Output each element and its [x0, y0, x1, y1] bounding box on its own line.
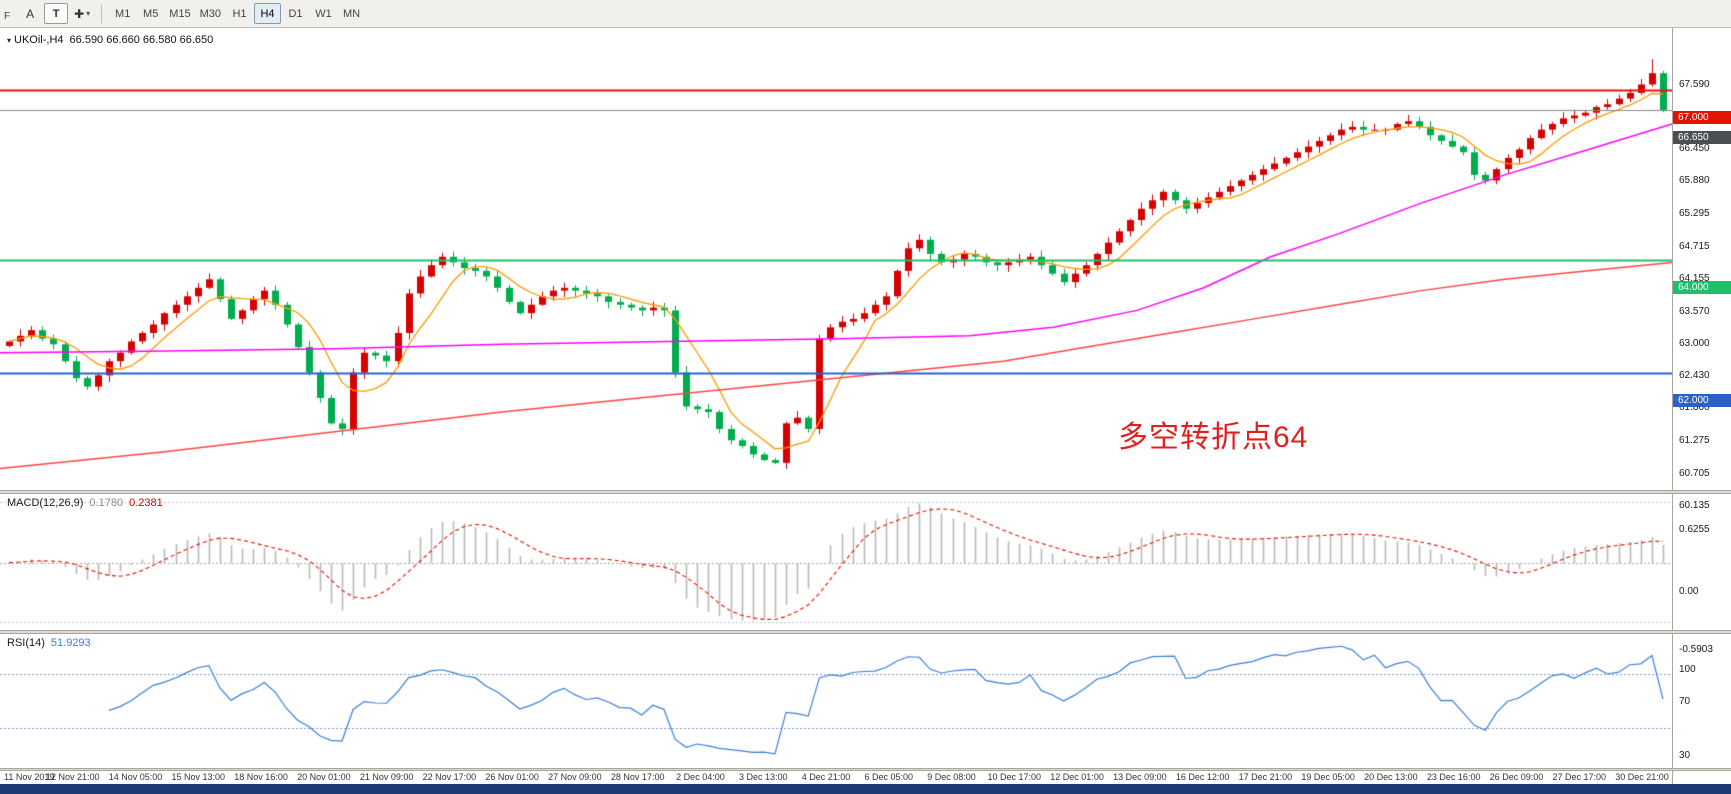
chart-title: ▾ UKOil-,H4 66.590 66.660 66.580 66.650 [7, 34, 213, 46]
timeframe-d1-button[interactable]: D1 [282, 3, 309, 24]
time-axis-label: 20 Nov 01:00 [297, 772, 351, 782]
rsi-value: 51.9293 [50, 637, 91, 649]
timeframe-group: M1 M5 M15 M30 H1 H4 D1 W1 MN [109, 3, 365, 24]
main-chart-canvas[interactable] [0, 28, 1672, 490]
collapse-icon: ▾ [7, 36, 12, 45]
time-axis-label: 16 Dec 12:00 [1175, 772, 1230, 782]
timeframe-w1-button[interactable]: W1 [310, 3, 337, 24]
toolbar: F A T ✚ ▾ M1 M5 M15 M30 H1 H4 D1 W1 MN [0, 0, 1731, 28]
rsi-canvas[interactable] [0, 634, 1672, 768]
macd-label-row: MACD(12,26,9) 0.1780 0.2381 [7, 497, 169, 509]
dock-label: F [4, 11, 11, 22]
chart-annotation-text[interactable]: 多空转折点64 [1118, 421, 1309, 454]
timeframe-h4-button[interactable]: H4 [254, 3, 281, 24]
price-scale[interactable]: 67.590 66.450 65.880 65.295 64.715 64.155 63.5… [1672, 28, 1731, 794]
time-axis-label: 26 Dec 09:00 [1489, 772, 1544, 782]
price-axis-label: 61.860 [1679, 402, 1710, 413]
time-axis-label: 12 Nov 21:00 [45, 772, 100, 782]
text-tool-button[interactable]: T [44, 3, 69, 24]
time-axis-label: 27 Dec 17:00 [1552, 772, 1606, 782]
price-axis-label: 66.450 [1679, 143, 1710, 154]
price-axis-label: 63.000 [1679, 338, 1710, 349]
time-axis-label: 13 Dec 09:00 [1113, 772, 1167, 782]
macd-canvas[interactable] [0, 494, 1672, 630]
macd-axis-label: -0.5903 [1679, 644, 1713, 655]
macd-signal-value: 0.2381 [129, 497, 163, 509]
timeframe-m15-button[interactable]: M15 [165, 3, 194, 24]
timeframe-mn-button[interactable]: MN [338, 3, 365, 24]
rsi-name: RSI(14) [7, 637, 45, 649]
price-axis-label: 64.715 [1679, 241, 1710, 252]
macd-axis-label: 0.00 [1679, 586, 1699, 597]
time-axis-label: 12 Dec 01:00 [1050, 772, 1104, 782]
rsi-axis-label: 70 [1679, 696, 1691, 707]
time-axis-label: 4 Dec 21:00 [801, 772, 851, 782]
price-axis-label: 60.135 [1679, 500, 1710, 511]
price-axis-label: 64.155 [1679, 273, 1710, 284]
time-axis-label: 21 Nov 09:00 [359, 772, 414, 782]
price-tag: 66.650 [1673, 131, 1731, 144]
panel-separator[interactable] [0, 490, 1731, 494]
timeframe-m30-button[interactable]: M30 [196, 3, 225, 24]
time-axis-label: 9 Dec 08:00 [927, 772, 976, 782]
price-axis-label: 61.275 [1679, 435, 1710, 446]
time-axis-label: 10 Dec 17:00 [987, 772, 1042, 782]
macd-axis-label: 0.6255 [1679, 524, 1710, 535]
arrow-tool-button[interactable]: A [18, 3, 42, 24]
price-axis-label: 65.295 [1679, 208, 1710, 219]
price-axis-label: 63.570 [1679, 306, 1710, 317]
caret-down-icon: ▾ [86, 9, 91, 18]
price-axis-label: 60.705 [1679, 468, 1710, 479]
rsi-axis-label: 100 [1679, 664, 1696, 675]
time-axis[interactable]: 11 Nov 2019 12 Nov 21:00 14 Nov 05:00 15 No… [0, 771, 1672, 784]
time-axis-label: 20 Dec 13:00 [1364, 772, 1418, 782]
price-tag: 67.000 [1673, 111, 1731, 124]
time-axis-label: 6 Dec 05:00 [864, 772, 914, 782]
price-tag: 64.000 [1673, 281, 1731, 294]
time-axis-label: 17 Dec 21:00 [1238, 772, 1293, 782]
time-axis-label: 26 Nov 01:00 [485, 772, 539, 782]
crosshair-icon: ✚ [74, 6, 85, 21]
price-axis-label: 67.590 [1679, 79, 1710, 90]
price-axis-label: 62.430 [1679, 370, 1710, 381]
panel-separator[interactable] [0, 630, 1731, 634]
rsi-axis-label: 30 [1679, 750, 1691, 761]
price-tag: 62.000 [1673, 394, 1731, 407]
time-axis-label: 2 Dec 04:00 [676, 772, 725, 782]
time-axis-label: 19 Dec 05:00 [1301, 772, 1355, 782]
time-axis-label: 3 Dec 13:00 [738, 772, 788, 782]
bottom-bar [0, 784, 1731, 794]
time-axis-label: 22 Nov 17:00 [422, 772, 477, 782]
chart-symbol-period: UKOil-,H4 [14, 34, 64, 46]
rsi-label-row: RSI(14) 51.9293 [7, 637, 97, 649]
timeframe-h1-button[interactable]: H1 [226, 3, 253, 24]
time-axis-label: 28 Nov 17:00 [610, 772, 665, 782]
time-axis-label: 30 Dec 21:00 [1615, 772, 1669, 782]
time-axis-label: 23 Dec 16:00 [1426, 772, 1481, 782]
time-axis-label: 15 Nov 13:00 [171, 772, 226, 782]
panel-separator[interactable] [0, 768, 1731, 771]
time-axis-label: 18 Nov 16:00 [234, 772, 288, 782]
timeframe-m1-button[interactable]: M1 [109, 3, 136, 24]
toolbar-separator [101, 4, 103, 23]
time-axis-label: 14 Nov 05:00 [108, 772, 163, 782]
macd-main-value: 0.1780 [89, 497, 124, 509]
time-axis-label: 11 Nov 2019 [4, 772, 55, 782]
time-axis-label: 27 Nov 09:00 [548, 772, 602, 782]
macd-name: MACD(12,26,9) [7, 497, 84, 509]
crosshair-tool-button[interactable]: ✚ ▾ [70, 3, 94, 24]
chart-ohlc-values: 66.590 66.660 66.580 66.650 [69, 34, 214, 46]
price-axis-label: 65.880 [1679, 175, 1710, 186]
timeframe-m5-button[interactable]: M5 [137, 3, 164, 24]
